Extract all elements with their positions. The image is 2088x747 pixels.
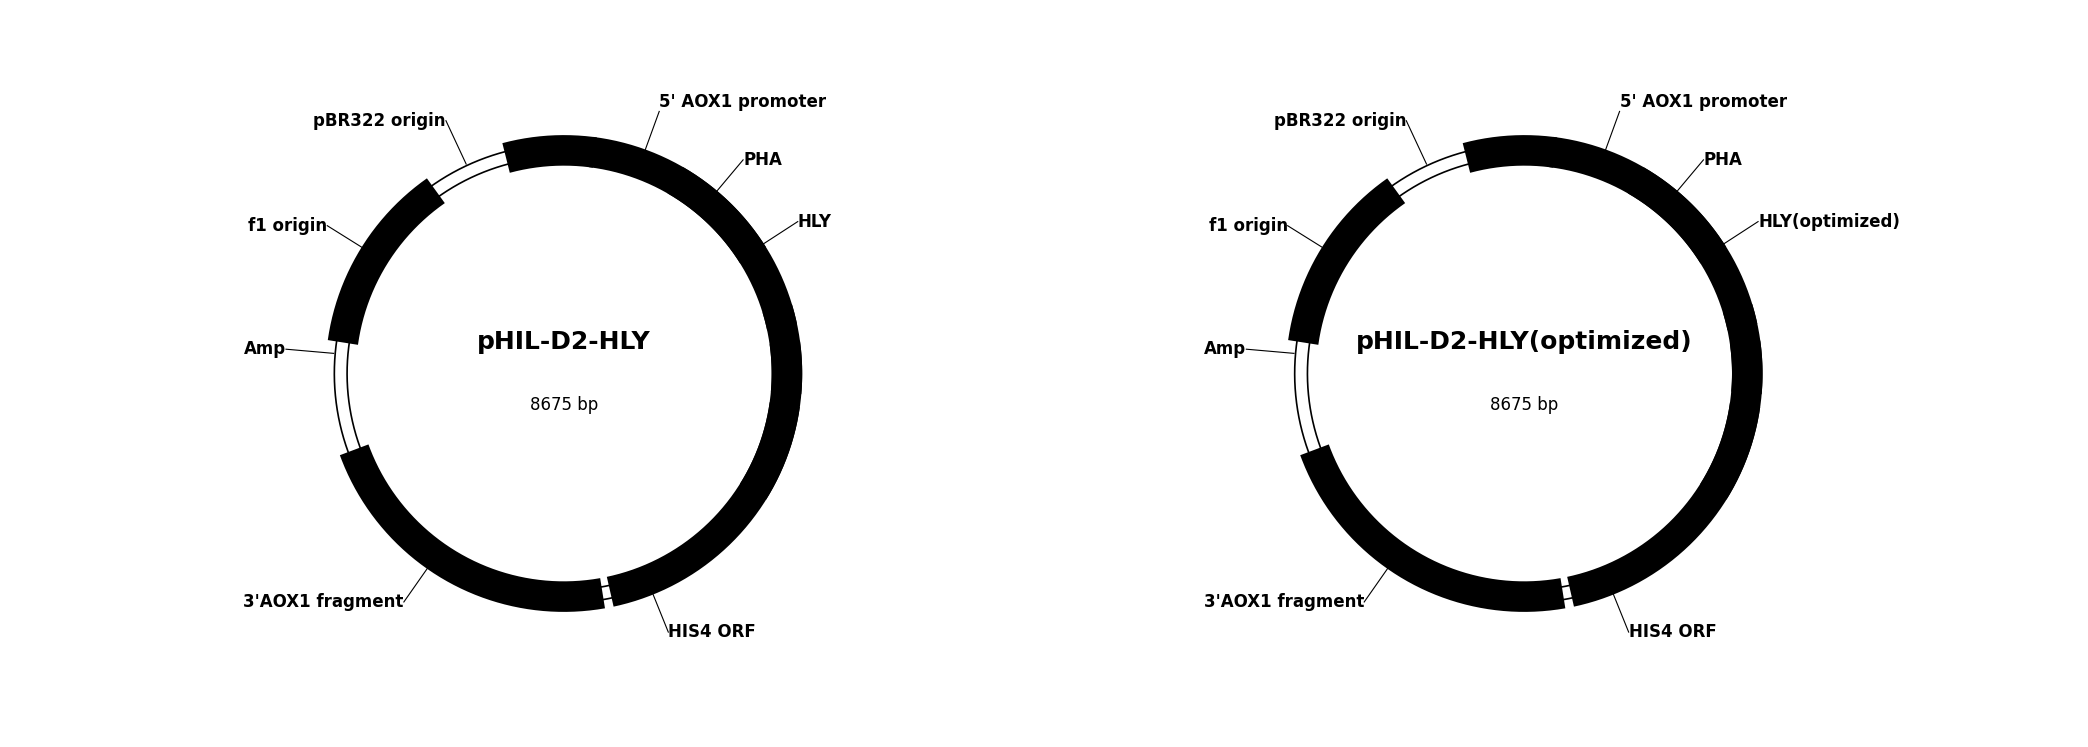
Text: pBR322 origin: pBR322 origin (1274, 112, 1407, 130)
Text: HLY: HLY (798, 213, 831, 231)
Text: pBR322 origin: pBR322 origin (313, 112, 447, 130)
Polygon shape (1403, 561, 1428, 582)
Text: PHA: PHA (1704, 151, 1741, 169)
Polygon shape (1320, 245, 1340, 271)
Text: pHIL-D2-HLY: pHIL-D2-HLY (476, 329, 651, 353)
Polygon shape (539, 140, 564, 162)
Text: 5' AOX1 promoter: 5' AOX1 promoter (660, 93, 827, 111)
Text: HIS4 ORF: HIS4 ORF (1629, 623, 1716, 641)
Polygon shape (1666, 199, 1691, 224)
Text: PHA: PHA (743, 151, 783, 169)
Polygon shape (359, 245, 380, 271)
Polygon shape (1735, 358, 1758, 382)
Polygon shape (697, 191, 722, 216)
Text: Amp: Amp (244, 340, 286, 359)
Polygon shape (748, 476, 768, 502)
Polygon shape (766, 435, 787, 461)
Text: 3'AOX1 fragment: 3'AOX1 fragment (244, 593, 403, 611)
Text: HIS4 ORF: HIS4 ORF (668, 623, 756, 641)
Polygon shape (1658, 191, 1683, 216)
Text: 8675 bp: 8675 bp (1491, 397, 1558, 415)
Polygon shape (706, 199, 731, 224)
Circle shape (332, 143, 796, 604)
Polygon shape (777, 358, 798, 382)
Text: 8675 bp: 8675 bp (530, 397, 597, 415)
Polygon shape (443, 561, 468, 582)
Text: f1 origin: f1 origin (1209, 217, 1288, 235)
Polygon shape (1499, 140, 1524, 162)
Text: f1 origin: f1 origin (248, 217, 328, 235)
Text: 3'AOX1 fragment: 3'AOX1 fragment (1205, 593, 1363, 611)
Polygon shape (1727, 435, 1748, 461)
Text: pHIL-D2-HLY(optimized): pHIL-D2-HLY(optimized) (1355, 329, 1693, 353)
Text: HLY(optimized): HLY(optimized) (1758, 213, 1900, 231)
Text: 5' AOX1 promoter: 5' AOX1 promoter (1620, 93, 1787, 111)
Polygon shape (1708, 476, 1729, 502)
Text: Amp: Amp (1205, 340, 1247, 359)
Circle shape (1292, 143, 1756, 604)
